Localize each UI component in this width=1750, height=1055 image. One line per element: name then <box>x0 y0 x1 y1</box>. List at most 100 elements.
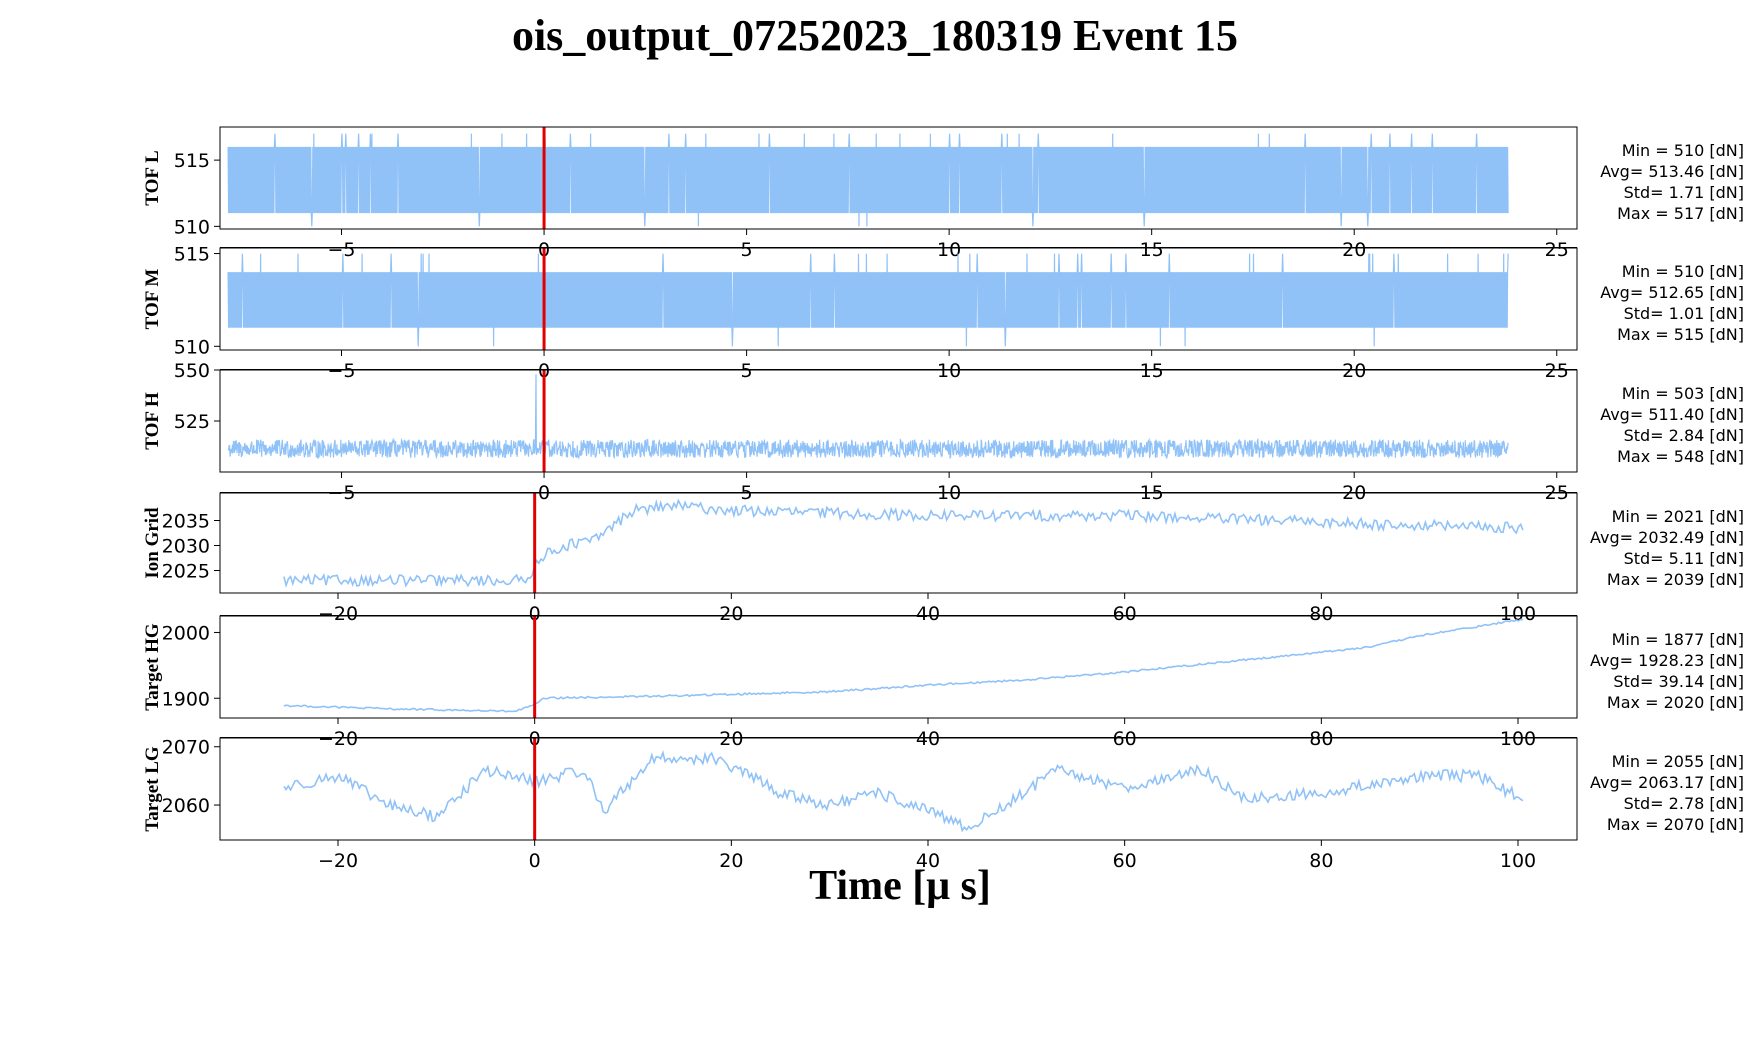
stat-line: Std= 39.14 [dN] <box>1613 672 1744 691</box>
y-axis-label: TOF H <box>142 392 163 450</box>
x-tick-label: 40 <box>916 603 940 625</box>
x-tick-label: 20 <box>719 603 743 625</box>
x-tick-label: 100 <box>1500 850 1536 872</box>
series-line <box>283 498 1524 589</box>
y-tick-label: 2060 <box>162 795 210 817</box>
stat-line: Std= 2.78 [dN] <box>1624 794 1744 813</box>
x-tick-label: 40 <box>916 728 940 750</box>
x-tick-label: 60 <box>1113 728 1137 750</box>
stat-line: Std= 2.84 [dN] <box>1624 426 1744 445</box>
series-line <box>227 374 1509 460</box>
x-tick-label: 0 <box>529 850 541 872</box>
y-axis-label: TOF M <box>142 269 163 330</box>
x-tick-label: 10 <box>937 360 961 382</box>
x-tick-label: 25 <box>1545 360 1569 382</box>
x-tick-label: 40 <box>916 850 940 872</box>
stat-line: Avg= 2032.49 [dN] <box>1590 528 1744 547</box>
stat-line: Max = 517 [dN] <box>1617 204 1744 223</box>
stat-line: Max = 2039 [dN] <box>1607 570 1744 589</box>
x-tick-label: 5 <box>741 239 753 261</box>
x-tick-label: 25 <box>1545 239 1569 261</box>
stat-line: Max = 2020 [dN] <box>1607 693 1744 712</box>
y-tick-label: 2025 <box>162 561 210 583</box>
y-tick-label: 550 <box>174 360 210 382</box>
y-tick-label: 510 <box>174 216 210 238</box>
stat-line: Std= 1.01 [dN] <box>1624 304 1744 323</box>
stat-line: Avg= 512.65 [dN] <box>1600 283 1744 302</box>
series-line <box>283 749 1524 833</box>
x-axis-title: Time [μ s] <box>809 863 991 909</box>
x-tick-label: −20 <box>318 850 358 872</box>
stat-line: Std= 5.11 [dN] <box>1624 549 1744 568</box>
stat-line: Min = 1877 [dN] <box>1612 630 1744 649</box>
x-tick-label: −5 <box>328 360 356 382</box>
x-tick-label: 20 <box>719 728 743 750</box>
axes-frame <box>219 737 1578 841</box>
axes-frame <box>219 615 1578 719</box>
series-line <box>283 618 1523 713</box>
x-tick-label: 20 <box>1342 360 1366 382</box>
y-tick-label: 510 <box>174 336 210 358</box>
axes-frame <box>219 126 1578 230</box>
x-tick-label: 80 <box>1309 850 1333 872</box>
stat-line: Max = 2070 [dN] <box>1607 815 1744 834</box>
x-tick-label: 10 <box>937 239 961 261</box>
stat-line: Min = 510 [dN] <box>1622 141 1744 160</box>
stat-line: Avg= 1928.23 [dN] <box>1590 651 1744 670</box>
x-tick-label: 20 <box>719 850 743 872</box>
series-line <box>227 253 1509 347</box>
subplot-ion-grid: 2025 2030 2035 −20 0 20 40 60 80 100 Ion Grid Min =… <box>142 492 1744 625</box>
y-tick-label: 2070 <box>162 737 210 759</box>
x-tick-label: 80 <box>1309 603 1333 625</box>
y-tick-label: 2000 <box>162 622 210 644</box>
y-tick-label: 1900 <box>162 688 210 710</box>
x-tick-label: 100 <box>1500 603 1536 625</box>
stat-line: Min = 510 [dN] <box>1622 262 1744 281</box>
series-line <box>227 133 1509 227</box>
y-axis-label: Target LG <box>142 746 163 832</box>
y-tick-label: 525 <box>174 411 210 433</box>
stat-line: Avg= 511.40 [dN] <box>1600 405 1744 424</box>
y-tick-label: 515 <box>174 150 210 172</box>
y-tick-label: 2030 <box>162 536 210 558</box>
x-tick-label: 60 <box>1113 603 1137 625</box>
y-axis-label: Ion Grid <box>142 507 163 579</box>
stat-line: Min = 503 [dN] <box>1622 384 1744 403</box>
stat-line: Min = 2021 [dN] <box>1612 507 1744 526</box>
y-tick-label: 515 <box>174 244 210 266</box>
x-tick-label: 15 <box>1140 360 1164 382</box>
stat-line: Std= 1.71 [dN] <box>1624 183 1744 202</box>
axes-divider <box>220 615 1577 616</box>
y-axis-label: TOF L <box>142 150 163 205</box>
x-tick-label: −20 <box>318 603 358 625</box>
y-axis-label: Target HG <box>142 623 163 711</box>
x-tick-label: 15 <box>1140 239 1164 261</box>
x-tick-label: 60 <box>1113 850 1137 872</box>
axes-divider <box>220 737 1577 738</box>
subplot-target-lg: 2060 2070 −20 0 20 40 60 80 100 Target LG Min = 20… <box>142 737 1744 872</box>
axes-frame <box>219 492 1578 594</box>
x-tick-label: 0 <box>529 603 541 625</box>
stat-line: Max = 548 [dN] <box>1617 447 1744 466</box>
figure-title: ois_output_07252023_180319 Event 15 <box>511 11 1239 60</box>
stat-line: Max = 515 [dN] <box>1617 325 1744 344</box>
stat-line: Min = 2055 [dN] <box>1612 752 1744 771</box>
x-tick-label: 100 <box>1500 728 1536 750</box>
x-tick-label: 20 <box>1342 239 1366 261</box>
axes-divider <box>220 492 1577 493</box>
y-tick-label: 2035 <box>162 511 210 533</box>
x-tick-label: 80 <box>1309 728 1333 750</box>
x-tick-label: 5 <box>741 360 753 382</box>
x-tick-label: −5 <box>328 239 356 261</box>
stat-line: Avg= 2063.17 [dN] <box>1590 773 1744 792</box>
axes-divider <box>220 247 1577 248</box>
axes-divider <box>220 369 1577 370</box>
stat-line: Avg= 513.46 [dN] <box>1600 162 1744 181</box>
x-tick-label: −20 <box>318 728 358 750</box>
